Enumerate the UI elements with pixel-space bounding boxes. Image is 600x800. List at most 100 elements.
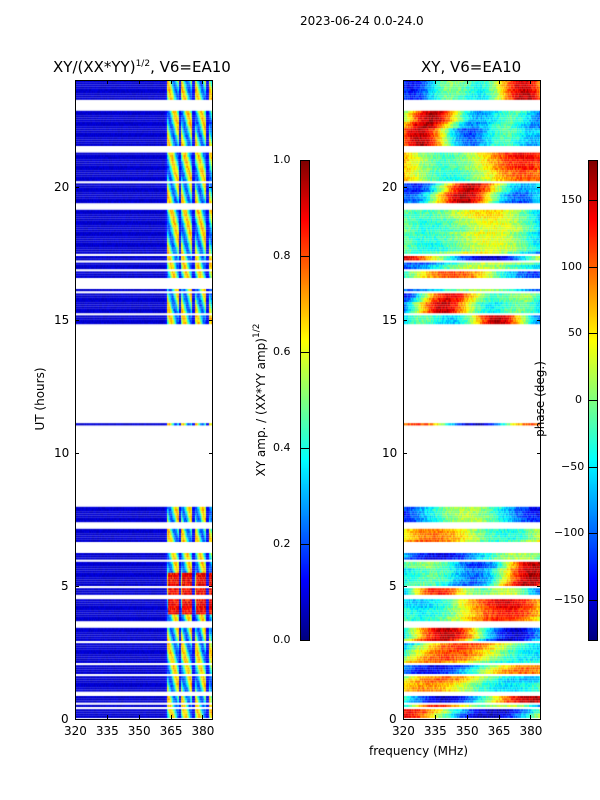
- x-tick-top: [498, 80, 500, 84]
- y-tick-label: 5: [389, 578, 397, 593]
- x-tick-top: [530, 80, 532, 84]
- y-tick: [403, 452, 407, 454]
- x-tick: [106, 715, 108, 719]
- y-tick-label: 10: [54, 445, 70, 460]
- y-tick-label: 5: [61, 578, 69, 593]
- colorbar-tick: [300, 544, 310, 545]
- colorbar-tick: [588, 466, 598, 468]
- y-tick: [75, 585, 79, 587]
- y-tick-right: [209, 319, 213, 321]
- y-tick-right: [209, 585, 213, 587]
- y-tick-label: 20: [54, 179, 70, 194]
- colorbar-tick: [300, 160, 310, 161]
- colorbar-tick-label: −100: [554, 526, 585, 540]
- colorbar-tick-label: 1.0: [273, 153, 291, 166]
- figure-suptitle: 2023-06-24 0.0-24.0: [300, 14, 424, 28]
- y-tick-label: 0: [61, 712, 69, 726]
- y-tick-right: [537, 452, 541, 454]
- colorbar-tick-label: 0: [575, 393, 582, 406]
- colorbar-tick: [300, 448, 310, 449]
- colorbar-label-main: XY amp. / (XX*YY amp): [254, 338, 268, 477]
- colorbar-tick-label: 0.4: [273, 441, 291, 454]
- y-tick-right: [537, 719, 541, 720]
- x-tick-top: [138, 80, 140, 84]
- phase-heatmap: [403, 80, 540, 719]
- colorbar-tick-label: 0.6: [273, 345, 291, 358]
- colorbar-tick: [300, 256, 310, 257]
- x-tick-top: [403, 80, 404, 84]
- y-tick-label: 15: [382, 312, 398, 327]
- y-tick: [75, 719, 79, 720]
- colorbar-tick-label: 150: [561, 193, 582, 206]
- y-tick: [75, 186, 79, 188]
- colorbar-tick-label: 0.2: [273, 537, 291, 550]
- colorbar-tick: [588, 533, 598, 535]
- y-tick-right: [537, 186, 541, 188]
- x-tick-top: [434, 80, 436, 84]
- colorbar-tick: [588, 266, 598, 268]
- colorbar-tick-label: −150: [554, 593, 585, 606]
- y-axis-label: UT (hours): [33, 367, 47, 431]
- x-tick-label: 335: [95, 724, 119, 738]
- left-title-main: XY/(XX*YY): [53, 58, 136, 76]
- left-colorbar-label: XY amp. / (XX*YY amp)1/2: [252, 300, 268, 500]
- amplitude-heatmap: [75, 80, 212, 719]
- x-tick-top: [202, 80, 204, 84]
- x-tick: [498, 715, 500, 719]
- x-tick-label: 365: [159, 724, 183, 738]
- x-tick-label: 335: [423, 724, 447, 738]
- x-tick-label: 350: [455, 724, 479, 738]
- x-axis-label: frequency (MHz): [369, 744, 469, 758]
- x-tick-top: [75, 80, 76, 84]
- left-title-suffix: , V6=EA10: [150, 58, 231, 76]
- colorbar-tick: [588, 200, 598, 201]
- colorbar-tick: [300, 640, 310, 641]
- right-panel-title: XY, V6=EA10: [421, 58, 522, 76]
- x-tick: [138, 715, 140, 719]
- x-tick: [403, 715, 404, 719]
- colorbar-label-sup: 1/2: [252, 323, 262, 339]
- y-tick-label: 15: [54, 312, 70, 327]
- x-tick: [466, 715, 468, 719]
- x-tick-label: 320: [392, 724, 415, 738]
- y-tick-label: 20: [382, 179, 398, 194]
- left-title-sup: 1/2: [135, 59, 151, 69]
- y-tick: [403, 585, 407, 587]
- x-tick-top: [466, 80, 468, 84]
- y-tick: [403, 719, 407, 720]
- x-tick-top: [170, 80, 172, 84]
- x-tick: [530, 715, 532, 719]
- y-tick-right: [537, 585, 541, 587]
- colorbar-tick-label: 0.0: [273, 633, 291, 646]
- x-tick-label: 380: [519, 724, 543, 738]
- colorbar-tick-label: 100: [561, 259, 582, 273]
- colorbar-tick-label: 0.8: [273, 249, 291, 262]
- right-colorbar-label: phase (deg.): [533, 361, 547, 437]
- x-tick-label: 350: [127, 724, 151, 738]
- y-tick: [403, 186, 407, 188]
- y-tick-right: [209, 452, 213, 454]
- y-tick-right: [537, 319, 541, 321]
- colorbar-tick: [588, 600, 598, 601]
- colorbar-tick: [588, 333, 598, 335]
- colorbar-tick-label: −50: [561, 459, 585, 473]
- amplitude-colorbar: [300, 160, 309, 640]
- x-tick: [75, 715, 76, 719]
- x-tick: [434, 715, 436, 719]
- colorbar-tick-label: 50: [568, 326, 582, 340]
- y-tick-label: 0: [389, 712, 397, 726]
- y-tick: [75, 452, 79, 454]
- x-tick-label: 380: [191, 724, 215, 738]
- y-tick-right: [209, 719, 213, 720]
- x-tick-label: 320: [64, 724, 87, 738]
- left-axes-frame: [75, 80, 213, 720]
- x-tick-top: [106, 80, 108, 84]
- y-tick-right: [209, 186, 213, 188]
- left-panel-title: XY/(XX*YY)1/2, V6=EA10: [53, 58, 231, 76]
- y-tick-label: 10: [382, 445, 398, 460]
- y-tick: [403, 319, 407, 321]
- x-tick: [170, 715, 172, 719]
- left-colorbar-frame: [300, 160, 310, 641]
- x-tick: [202, 715, 204, 719]
